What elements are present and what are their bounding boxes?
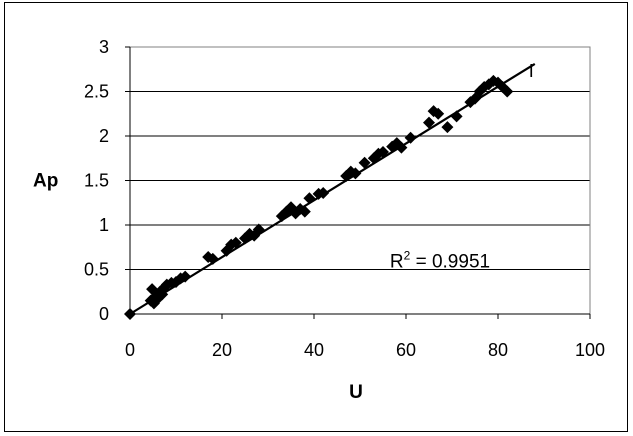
- data-point: [317, 186, 330, 199]
- x-tick-label: 40: [304, 340, 324, 360]
- y-tick-label: 1: [99, 215, 109, 235]
- y-tick-label: 0.5: [84, 260, 109, 280]
- chart-frame: [4, 2, 628, 432]
- data-point: [404, 131, 417, 144]
- data-point: [450, 110, 463, 123]
- r-squared-annotation: R2 = 0.9951: [390, 249, 490, 273]
- x-tick-label: 80: [488, 340, 508, 360]
- data-point: [252, 223, 265, 236]
- y-tick-label: 1.5: [84, 171, 109, 191]
- x-tick-label: 20: [212, 340, 232, 360]
- r-squared-superscript: 2: [404, 249, 411, 263]
- data-point: [248, 229, 261, 242]
- data-point: [298, 205, 311, 218]
- grid-lines: [130, 46, 590, 315]
- trendline: [129, 62, 536, 315]
- trendline-end-marker: I: [529, 61, 534, 81]
- data-point: [229, 236, 242, 249]
- data-point: [349, 167, 362, 180]
- data-point: [358, 156, 371, 169]
- r-squared-value: = 0.9951: [410, 252, 490, 273]
- axes: [125, 46, 591, 319]
- data-point: [432, 107, 445, 120]
- y-tick-label: 3: [99, 37, 109, 57]
- data-point: [206, 252, 219, 265]
- y-tick-label: 0: [99, 304, 109, 324]
- data-point: [501, 85, 514, 98]
- x-axis-label: U: [349, 382, 363, 403]
- y-tick-label: 2.5: [84, 82, 109, 102]
- y-tick-labels: 0 0.5 1 1.5 2 2.5 3: [84, 37, 109, 324]
- data-point: [441, 121, 454, 134]
- data-points: [124, 74, 514, 320]
- x-tick-labels: 0 20 40 60 80 100: [125, 340, 605, 360]
- data-point: [395, 141, 408, 154]
- y-tick-label: 2: [99, 126, 109, 146]
- r-squared-prefix: R: [390, 252, 404, 273]
- data-point: [303, 192, 316, 205]
- x-tick-label: 0: [125, 340, 135, 360]
- y-axis-label: Ap: [33, 171, 58, 192]
- data-point: [377, 146, 389, 159]
- data-point: [179, 270, 192, 283]
- x-tick-label: 60: [396, 340, 416, 360]
- data-point: [124, 308, 136, 320]
- x-tick-label: 100: [575, 340, 605, 360]
- data-point: [423, 116, 435, 129]
